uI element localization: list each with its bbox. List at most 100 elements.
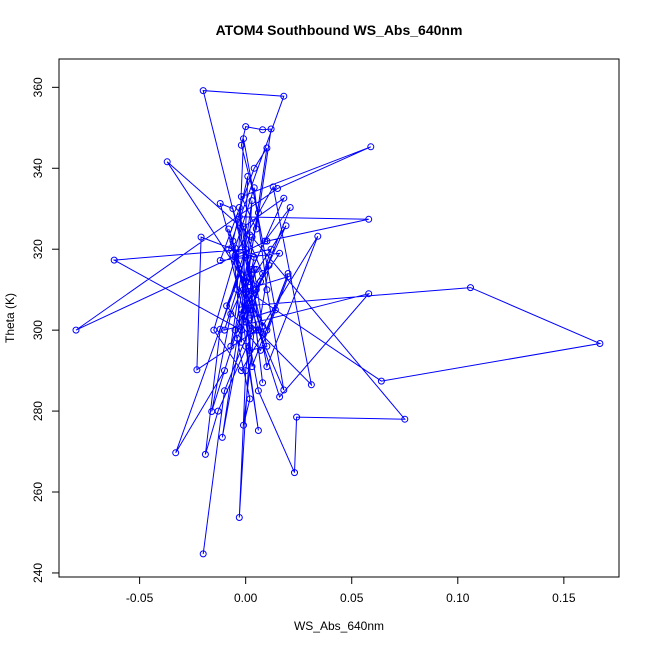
data-point [244, 172, 252, 180]
y-tick-label: 260 [31, 482, 45, 502]
data-point [201, 450, 209, 458]
data-point [197, 233, 205, 241]
data-point [246, 346, 254, 354]
data-point [254, 427, 262, 434]
data-point [263, 237, 271, 245]
data-point [259, 330, 267, 338]
data-point [237, 310, 245, 318]
x-axis: -0.05 0.00 0.05 0.10 0.15 [126, 576, 576, 605]
data-point [72, 326, 80, 334]
data-point [237, 141, 245, 149]
data-point [314, 232, 322, 240]
data-point [235, 265, 243, 273]
data-point [235, 213, 243, 221]
data-point [274, 185, 281, 192]
data-point [221, 367, 228, 375]
data-point [248, 197, 256, 205]
data-point [401, 415, 409, 423]
data-point [259, 126, 267, 134]
data-point [242, 302, 250, 310]
data-point [252, 326, 260, 334]
data-point [216, 200, 224, 207]
data-point [257, 346, 264, 354]
data-point [248, 265, 256, 273]
y-tick-label: 320 [31, 239, 45, 259]
x-tick-label: 0.15 [552, 591, 576, 605]
data-point [216, 325, 224, 333]
data-point [246, 395, 254, 403]
data-point [242, 294, 250, 302]
data-point [242, 342, 250, 350]
data-point [248, 363, 256, 371]
data-point [367, 143, 375, 151]
data-point [263, 286, 271, 294]
data-point [267, 125, 275, 133]
data-point [250, 265, 258, 273]
data-point [293, 413, 301, 421]
data-point [208, 408, 216, 415]
data-point [229, 205, 237, 213]
data-point [307, 381, 315, 389]
data-point [242, 367, 250, 375]
data-point [221, 326, 228, 334]
data-point [254, 326, 262, 334]
data-point [199, 550, 207, 558]
data-point [227, 342, 235, 350]
y-tick-label: 340 [31, 158, 45, 178]
data-point [280, 92, 288, 100]
data-point [242, 286, 250, 294]
data-point [254, 209, 262, 217]
data-point [276, 249, 284, 257]
data-point [263, 326, 271, 334]
data-point [282, 222, 290, 230]
data-point [248, 233, 256, 241]
data-point [246, 306, 254, 314]
chart-title: ATOM4 Southbound WS_Abs_640nm [216, 22, 463, 38]
data-point [231, 253, 239, 261]
data-point [246, 324, 254, 332]
data-point [252, 225, 260, 233]
data-point [259, 379, 267, 387]
data-point [365, 290, 373, 298]
data-point [242, 318, 250, 326]
data-point [240, 223, 247, 231]
data-point [163, 158, 171, 166]
data-point [237, 367, 245, 375]
data-point [263, 363, 271, 371]
y-tick-label: 360 [31, 77, 45, 97]
data-point [110, 256, 118, 264]
plot-area [72, 87, 604, 558]
data-point [365, 215, 373, 223]
data-point [231, 244, 239, 252]
data-point [242, 245, 250, 253]
data-point [227, 310, 235, 318]
data-point [250, 253, 258, 261]
data-point [240, 421, 247, 429]
plot-frame [58, 58, 620, 578]
data-point [284, 273, 292, 281]
y-axis: 240 260 280 300 320 340 360 [31, 77, 60, 583]
data-point [280, 386, 288, 394]
data-point [291, 469, 298, 477]
data-point [261, 237, 269, 245]
data-point [257, 278, 264, 286]
data-point [221, 387, 228, 395]
data-point [286, 204, 294, 211]
data-point [233, 334, 241, 342]
data-point [233, 286, 241, 294]
data-point [246, 278, 254, 286]
data-point [280, 194, 288, 202]
data-point [259, 270, 267, 277]
x-tick-label: 0.05 [340, 591, 364, 605]
x-tick-label: 0.00 [234, 591, 258, 605]
data-point [265, 261, 273, 269]
data-point [237, 338, 245, 346]
data-point [235, 204, 243, 211]
data-point [229, 237, 237, 245]
data-point [225, 225, 233, 233]
data-point [271, 306, 279, 314]
data-point [467, 284, 474, 292]
y-tick-label: 240 [31, 563, 45, 583]
data-point [276, 393, 284, 401]
